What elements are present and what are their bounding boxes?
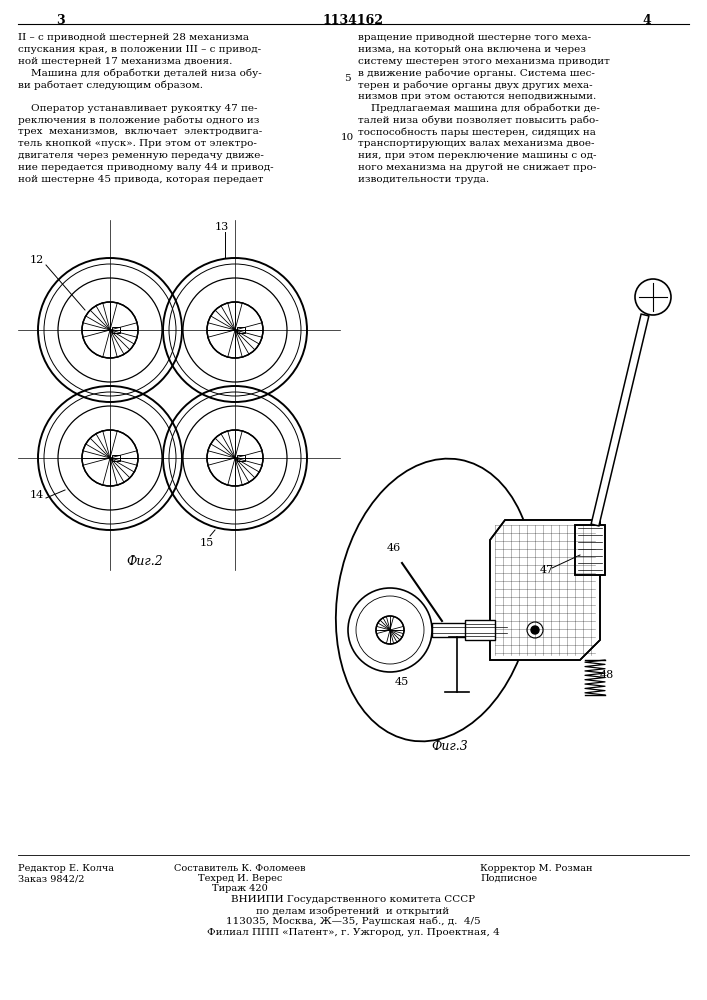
Text: низма, на который она включена и через: низма, на который она включена и через xyxy=(358,45,586,54)
Text: ной шестерней 17 механизма двоения.: ной шестерней 17 механизма двоения. xyxy=(18,57,233,66)
Text: 14: 14 xyxy=(30,490,45,500)
Text: Подписное: Подписное xyxy=(480,874,537,883)
Text: ной шестерне 45 привода, которая передает: ной шестерне 45 привода, которая передае… xyxy=(18,175,264,184)
Text: 3: 3 xyxy=(56,14,64,27)
Bar xyxy=(237,327,245,333)
Text: транспортирующих валах механизма двое-: транспортирующих валах механизма двое- xyxy=(358,139,595,148)
Circle shape xyxy=(531,626,539,634)
Circle shape xyxy=(207,430,263,486)
Circle shape xyxy=(207,302,263,358)
Text: ВНИИПИ Государственного комитета СССР: ВНИИПИ Государственного комитета СССР xyxy=(231,895,475,904)
Text: Техред И. Верес: Техред И. Верес xyxy=(198,874,282,883)
Bar xyxy=(237,455,245,461)
Circle shape xyxy=(376,616,404,644)
Text: Тираж 420: Тираж 420 xyxy=(212,884,268,893)
Bar xyxy=(112,455,120,461)
Text: Заказ 9842/2: Заказ 9842/2 xyxy=(18,874,85,883)
Text: талей низа обуви позволяет повысить рабо-: талей низа обуви позволяет повысить рабо… xyxy=(358,116,599,125)
Polygon shape xyxy=(591,314,649,526)
Text: ви работает следующим образом.: ви работает следующим образом. xyxy=(18,80,203,90)
Text: ние передается приводному валу 44 и привод-: ние передается приводному валу 44 и прив… xyxy=(18,163,274,172)
Text: 10: 10 xyxy=(340,133,354,142)
Text: терен и рабочие органы двух других меха-: терен и рабочие органы двух других меха- xyxy=(358,80,592,90)
Text: низмов при этом остаются неподвижными.: низмов при этом остаются неподвижными. xyxy=(358,92,596,101)
Text: спускания края, в положении III – с привод-: спускания края, в положении III – с прив… xyxy=(18,45,261,54)
Text: 48: 48 xyxy=(600,670,614,680)
Text: по делам изобретений  и открытий: по делам изобретений и открытий xyxy=(257,906,450,916)
Text: 12: 12 xyxy=(30,255,45,265)
Text: двигателя через ременную передачу движе-: двигателя через ременную передачу движе- xyxy=(18,151,264,160)
Circle shape xyxy=(635,279,671,315)
Text: 4: 4 xyxy=(643,14,651,27)
Bar xyxy=(465,620,495,640)
Text: 1134162: 1134162 xyxy=(322,14,383,27)
Text: тель кнопкой «пуск». При этом от электро-: тель кнопкой «пуск». При этом от электро… xyxy=(18,139,257,148)
Text: 13: 13 xyxy=(215,222,229,232)
Polygon shape xyxy=(490,520,600,660)
Circle shape xyxy=(82,430,138,486)
Bar xyxy=(575,525,605,575)
Text: тоспособность пары шестерен, сидящих на: тоспособность пары шестерен, сидящих на xyxy=(358,127,596,137)
Text: в движение рабочие органы. Система шес-: в движение рабочие органы. Система шес- xyxy=(358,68,595,78)
Text: Редактор Е. Колча: Редактор Е. Колча xyxy=(18,864,114,873)
Text: 5: 5 xyxy=(344,74,350,83)
Text: реключения в положение работы одного из: реключения в положение работы одного из xyxy=(18,116,259,125)
Text: изводительности труда.: изводительности труда. xyxy=(358,175,489,184)
Text: 46: 46 xyxy=(387,543,402,553)
Text: ния, при этом переключение машины с од-: ния, при этом переключение машины с од- xyxy=(358,151,597,160)
Text: Фиг.3: Фиг.3 xyxy=(432,740,468,753)
Text: 47: 47 xyxy=(540,565,554,575)
Text: ного механизма на другой не снижает про-: ного механизма на другой не снижает про- xyxy=(358,163,597,172)
Text: II – с приводной шестерней 28 механизма: II – с приводной шестерней 28 механизма xyxy=(18,33,249,42)
Text: систему шестерен этого механизма приводит: систему шестерен этого механизма приводи… xyxy=(358,57,610,66)
Text: Составитель К. Фоломеев: Составитель К. Фоломеев xyxy=(174,864,305,873)
Text: Фиг.2: Фиг.2 xyxy=(127,555,163,568)
Text: Предлагаемая машина для обработки де-: Предлагаемая машина для обработки де- xyxy=(358,104,600,113)
Text: вращение приводной шестерне того меха-: вращение приводной шестерне того меха- xyxy=(358,33,591,42)
Text: Филиал ППП «Патент», г. Ужгород, ул. Проектная, 4: Филиал ППП «Патент», г. Ужгород, ул. Про… xyxy=(206,928,499,937)
Bar xyxy=(112,327,120,333)
Text: 113035, Москва, Ж—35, Раушская наб., д.  4/5: 113035, Москва, Ж—35, Раушская наб., д. … xyxy=(226,917,480,926)
Text: 15: 15 xyxy=(200,538,214,548)
Bar xyxy=(575,525,605,575)
Text: Машина для обработки деталей низа обу-: Машина для обработки деталей низа обу- xyxy=(18,68,262,78)
Text: Оператор устанавливает рукоятку 47 пе-: Оператор устанавливает рукоятку 47 пе- xyxy=(18,104,257,113)
Text: 45: 45 xyxy=(395,677,409,687)
Circle shape xyxy=(82,302,138,358)
Bar xyxy=(432,623,507,637)
Text: Корректор М. Розман: Корректор М. Розман xyxy=(480,864,592,873)
Text: трех  механизмов,  включает  электродвига-: трех механизмов, включает электродвига- xyxy=(18,127,262,136)
